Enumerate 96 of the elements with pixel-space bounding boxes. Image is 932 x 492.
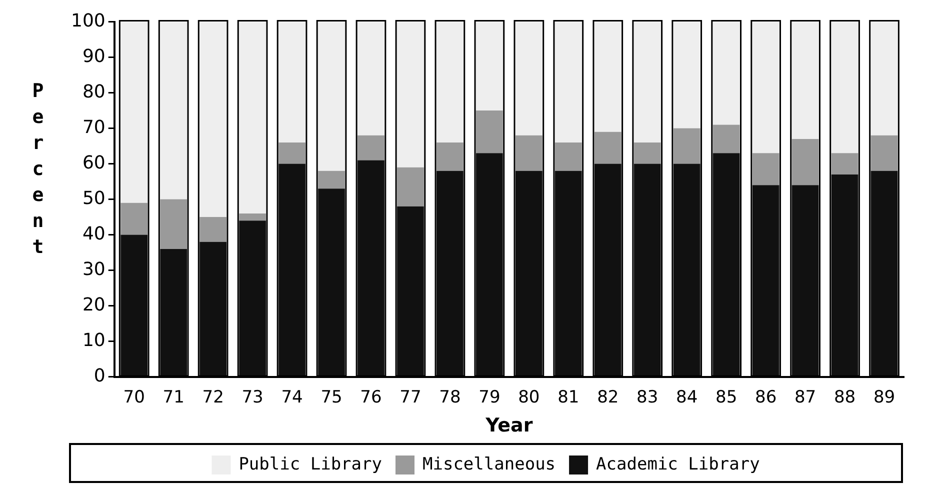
y-tick-label: 40 bbox=[82, 223, 106, 244]
bar bbox=[673, 22, 700, 128]
x-tick-label: 78 bbox=[439, 387, 461, 408]
bar bbox=[278, 22, 306, 142]
bar bbox=[239, 22, 266, 214]
bar bbox=[831, 174, 858, 376]
bar bbox=[318, 170, 345, 189]
x-tick-label: 74 bbox=[281, 387, 303, 408]
bar bbox=[476, 22, 503, 111]
bar bbox=[752, 153, 780, 186]
bar bbox=[792, 138, 819, 186]
bar bbox=[673, 128, 700, 164]
legend-label: Academic Library bbox=[596, 454, 760, 474]
bar bbox=[712, 153, 740, 376]
bar bbox=[515, 170, 542, 376]
x-tick-label: 70 bbox=[123, 387, 145, 408]
y-tick-label: 100 bbox=[70, 10, 106, 32]
bar bbox=[752, 185, 780, 376]
bar bbox=[712, 124, 740, 154]
bar bbox=[200, 217, 226, 242]
bar bbox=[634, 142, 661, 164]
x-tick-label: 71 bbox=[162, 387, 184, 408]
bar bbox=[318, 188, 345, 376]
bar bbox=[554, 22, 582, 142]
bar bbox=[712, 22, 740, 125]
x-axis-title: Year bbox=[484, 414, 534, 437]
bar bbox=[318, 22, 345, 171]
bar bbox=[870, 135, 898, 171]
bar bbox=[358, 135, 384, 160]
bar bbox=[673, 164, 700, 376]
bar bbox=[397, 206, 424, 376]
legend-label: Public Library bbox=[238, 454, 382, 474]
bar bbox=[792, 185, 819, 376]
bar bbox=[239, 214, 266, 221]
bar bbox=[870, 170, 898, 376]
bar bbox=[634, 22, 661, 142]
y-tick-label: 20 bbox=[82, 294, 106, 316]
x-tick-label: 80 bbox=[518, 387, 540, 408]
x-tick-label: 84 bbox=[676, 387, 698, 408]
x-tick-label: 75 bbox=[320, 387, 342, 408]
y-tick-label: 50 bbox=[82, 188, 106, 209]
x-tick-label: 72 bbox=[202, 387, 224, 408]
bar bbox=[278, 164, 306, 376]
y-tick-label: 30 bbox=[82, 258, 106, 280]
bar bbox=[120, 202, 148, 235]
bar bbox=[120, 234, 148, 376]
y-tick-label: 70 bbox=[82, 116, 106, 138]
bar bbox=[358, 22, 384, 136]
x-tick-label: 73 bbox=[242, 387, 264, 408]
x-tick-label: 86 bbox=[754, 387, 777, 408]
bar bbox=[792, 22, 819, 139]
x-tick-label: 76 bbox=[360, 387, 382, 408]
bar bbox=[160, 249, 188, 376]
x-tick-label: 83 bbox=[636, 387, 658, 408]
bar bbox=[278, 142, 306, 164]
bar bbox=[120, 22, 148, 203]
bar bbox=[594, 164, 622, 376]
y-tick-label: 80 bbox=[82, 81, 106, 102]
x-tick-label: 79 bbox=[478, 387, 500, 408]
bar bbox=[554, 170, 582, 376]
bar bbox=[752, 22, 780, 154]
bar bbox=[436, 170, 464, 376]
y-tick-label: 60 bbox=[82, 152, 106, 174]
x-tick-label: 82 bbox=[597, 387, 619, 408]
y-axis-title: Percent bbox=[32, 79, 44, 260]
bar bbox=[634, 164, 661, 376]
bar bbox=[831, 22, 858, 154]
bar bbox=[515, 135, 542, 171]
bar bbox=[200, 242, 226, 376]
bar bbox=[397, 167, 424, 206]
x-tick-label: 85 bbox=[716, 387, 738, 408]
bar bbox=[594, 22, 622, 132]
bar bbox=[358, 160, 384, 376]
x-tick-label: 88 bbox=[834, 387, 856, 408]
bar bbox=[436, 22, 464, 142]
x-tick-label: 87 bbox=[794, 387, 816, 408]
y-tick-label: 90 bbox=[82, 46, 106, 67]
bar bbox=[160, 199, 188, 249]
bar bbox=[554, 142, 582, 171]
bar bbox=[160, 22, 188, 200]
x-tick-label: 89 bbox=[873, 387, 896, 408]
bar bbox=[515, 22, 542, 136]
bar bbox=[831, 153, 858, 174]
y-tick-label: 0 bbox=[94, 365, 106, 386]
bar bbox=[239, 220, 266, 376]
bar bbox=[397, 22, 424, 168]
bar bbox=[594, 132, 622, 164]
bar bbox=[476, 153, 503, 376]
y-tick-label: 10 bbox=[82, 330, 106, 351]
x-tick-label: 81 bbox=[558, 387, 580, 408]
x-tick-label: 77 bbox=[400, 387, 422, 408]
bar bbox=[200, 22, 226, 218]
legend-label: Miscellaneous bbox=[422, 454, 556, 474]
bar bbox=[436, 142, 464, 171]
bar bbox=[870, 22, 898, 136]
bar bbox=[476, 110, 503, 154]
